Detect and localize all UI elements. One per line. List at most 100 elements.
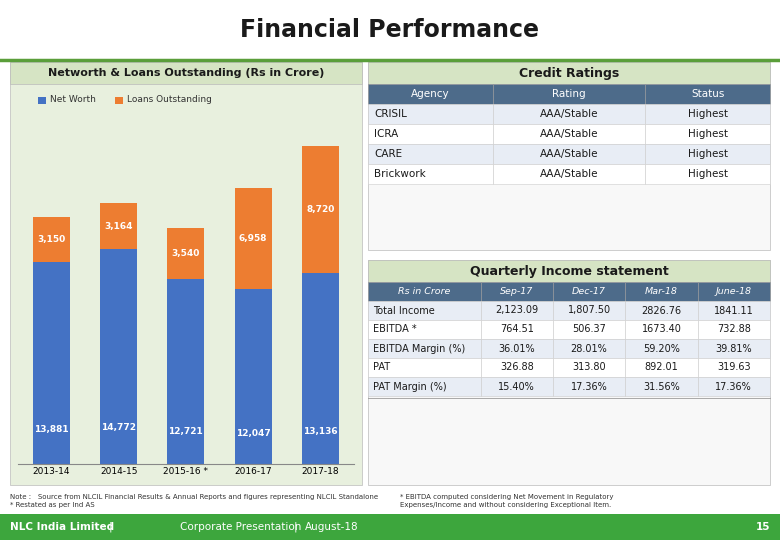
Text: Rating: Rating <box>552 89 586 99</box>
FancyBboxPatch shape <box>368 282 480 301</box>
FancyBboxPatch shape <box>697 377 770 396</box>
Text: Credit Ratings: Credit Ratings <box>519 66 619 79</box>
Text: Mar-18: Mar-18 <box>645 287 678 296</box>
Text: 1841.11: 1841.11 <box>714 306 753 315</box>
Text: 15.40%: 15.40% <box>498 381 535 391</box>
FancyBboxPatch shape <box>38 97 46 104</box>
Bar <box>33 262 70 464</box>
Text: 326.88: 326.88 <box>500 362 534 373</box>
FancyBboxPatch shape <box>493 164 645 184</box>
FancyBboxPatch shape <box>626 301 697 320</box>
FancyBboxPatch shape <box>645 124 770 144</box>
FancyBboxPatch shape <box>645 144 770 164</box>
FancyBboxPatch shape <box>493 124 645 144</box>
Text: 732.88: 732.88 <box>717 325 751 334</box>
Text: Highest: Highest <box>688 169 728 179</box>
Bar <box>302 273 339 464</box>
FancyBboxPatch shape <box>368 84 493 104</box>
Text: 3,164: 3,164 <box>105 222 133 231</box>
Text: PAT: PAT <box>373 362 390 373</box>
Text: AAA/Stable: AAA/Stable <box>540 149 598 159</box>
Text: 1,807.50: 1,807.50 <box>568 306 611 315</box>
FancyBboxPatch shape <box>645 164 770 184</box>
Text: NLC India Limited: NLC India Limited <box>10 522 114 532</box>
Text: Corporate Presentation: Corporate Presentation <box>180 522 301 532</box>
Text: 6,958: 6,958 <box>239 234 268 243</box>
FancyBboxPatch shape <box>480 282 553 301</box>
Text: Loans Outstanding: Loans Outstanding <box>127 96 212 105</box>
Text: 2,123.09: 2,123.09 <box>495 306 538 315</box>
FancyBboxPatch shape <box>480 358 553 377</box>
Text: 506.37: 506.37 <box>573 325 606 334</box>
Text: ICRA: ICRA <box>374 129 399 139</box>
Text: Status: Status <box>691 89 725 99</box>
FancyBboxPatch shape <box>553 358 626 377</box>
FancyBboxPatch shape <box>626 320 697 339</box>
FancyBboxPatch shape <box>368 164 493 184</box>
Text: 3,540: 3,540 <box>172 249 200 258</box>
FancyBboxPatch shape <box>697 282 770 301</box>
Text: AAA/Stable: AAA/Stable <box>540 169 598 179</box>
Text: Brickwork: Brickwork <box>374 169 426 179</box>
Text: Highest: Highest <box>688 109 728 119</box>
Text: |: | <box>108 522 112 532</box>
Text: 13,136: 13,136 <box>303 427 338 436</box>
FancyBboxPatch shape <box>626 339 697 358</box>
Text: |: | <box>293 522 297 532</box>
Text: Financial Performance: Financial Performance <box>240 18 540 42</box>
Text: 319.63: 319.63 <box>717 362 750 373</box>
FancyBboxPatch shape <box>697 339 770 358</box>
Text: Highest: Highest <box>688 129 728 139</box>
Text: Rs in Crore: Rs in Crore <box>398 287 451 296</box>
Text: CRISIL: CRISIL <box>374 109 407 119</box>
Text: Sep-17: Sep-17 <box>500 287 534 296</box>
Text: 14,772: 14,772 <box>101 423 136 432</box>
FancyBboxPatch shape <box>368 62 770 250</box>
FancyBboxPatch shape <box>697 320 770 339</box>
Text: 15: 15 <box>756 522 770 532</box>
FancyBboxPatch shape <box>553 301 626 320</box>
Text: Quarterly Income statement: Quarterly Income statement <box>470 265 668 278</box>
Text: Networth & Loans Outstanding (Rs in Crore): Networth & Loans Outstanding (Rs in Cror… <box>48 68 324 78</box>
Text: 2826.76: 2826.76 <box>641 306 682 315</box>
FancyBboxPatch shape <box>368 124 493 144</box>
FancyBboxPatch shape <box>645 84 770 104</box>
Text: 13,881: 13,881 <box>34 425 69 434</box>
Bar <box>33 217 70 262</box>
Text: 31.56%: 31.56% <box>643 381 680 391</box>
Text: Total Income: Total Income <box>373 306 434 315</box>
Text: 28.01%: 28.01% <box>571 343 608 354</box>
FancyBboxPatch shape <box>368 104 493 124</box>
Text: EBITDA *: EBITDA * <box>373 325 417 334</box>
Text: Highest: Highest <box>688 149 728 159</box>
Text: Dec-17: Dec-17 <box>573 287 606 296</box>
FancyBboxPatch shape <box>697 358 770 377</box>
FancyBboxPatch shape <box>368 260 770 485</box>
FancyBboxPatch shape <box>368 358 480 377</box>
FancyBboxPatch shape <box>480 320 553 339</box>
FancyBboxPatch shape <box>493 84 645 104</box>
Bar <box>168 279 204 464</box>
Text: 8,720: 8,720 <box>306 205 335 214</box>
Bar <box>101 249 137 464</box>
Bar <box>101 204 137 249</box>
Text: 892.01: 892.01 <box>644 362 679 373</box>
Text: CARE: CARE <box>374 149 402 159</box>
Text: 36.01%: 36.01% <box>498 343 535 354</box>
FancyBboxPatch shape <box>368 320 480 339</box>
FancyBboxPatch shape <box>480 339 553 358</box>
FancyBboxPatch shape <box>115 97 123 104</box>
FancyBboxPatch shape <box>626 377 697 396</box>
Text: AAA/Stable: AAA/Stable <box>540 129 598 139</box>
Bar <box>168 228 204 279</box>
FancyBboxPatch shape <box>493 104 645 124</box>
Bar <box>235 188 271 289</box>
Text: 764.51: 764.51 <box>500 325 534 334</box>
FancyBboxPatch shape <box>368 260 770 282</box>
FancyBboxPatch shape <box>697 301 770 320</box>
FancyBboxPatch shape <box>10 62 362 485</box>
Text: 3,150: 3,150 <box>37 235 66 244</box>
FancyBboxPatch shape <box>0 514 780 540</box>
Text: AAA/Stable: AAA/Stable <box>540 109 598 119</box>
FancyBboxPatch shape <box>368 339 480 358</box>
